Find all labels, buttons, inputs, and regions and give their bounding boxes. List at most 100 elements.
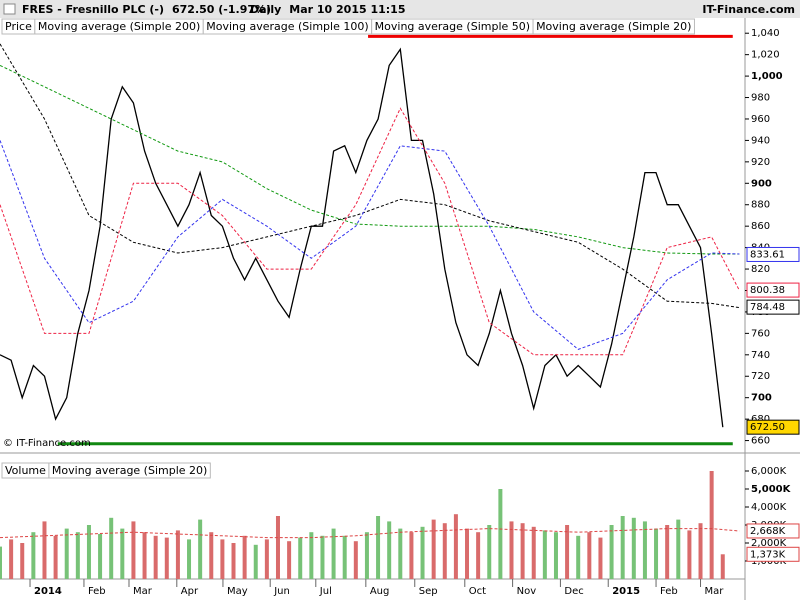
source: IT-Finance.com [702, 3, 795, 16]
volume-bar [453, 514, 458, 579]
x-tick-label: Nov [517, 586, 537, 597]
x-tick-label: Jun [273, 586, 290, 597]
volume-bar [631, 517, 636, 579]
moving-average-line [0, 43, 740, 309]
volume-bar [64, 528, 69, 579]
volume-bar [98, 534, 103, 579]
value-box [746, 546, 800, 562]
y-tick-label: 5,000K [751, 484, 792, 495]
legend-entry[interactable]: Moving average (Simple 50) [375, 20, 530, 33]
volume-bar [353, 541, 358, 579]
y-tick-label: 880 [751, 200, 770, 211]
x-tick-label: Oct [469, 586, 486, 597]
y-tick-label: 1,040 [751, 28, 780, 39]
legend-box[interactable] [48, 462, 211, 479]
volume-bar [53, 535, 58, 579]
volume-bar [0, 546, 2, 579]
value-box [746, 246, 800, 262]
y-tick-label: 2,000K [751, 538, 787, 549]
volume-bar [542, 530, 547, 579]
volume-bar [242, 535, 247, 579]
x-tick-label: Apr [181, 586, 199, 597]
legend-entry[interactable]: Moving average (Simple 20) [52, 464, 207, 477]
volume-bar [620, 516, 625, 579]
y-tick-label: 940 [751, 135, 770, 146]
legend-entry[interactable]: Moving average (Simple 100) [206, 20, 368, 33]
legend-entry[interactable]: Moving average (Simple 20) [536, 20, 691, 33]
volume-bar [531, 526, 536, 579]
volume-bar [609, 525, 614, 579]
volume-bar [331, 528, 336, 579]
volume-bar [287, 541, 292, 579]
moving-average-line [0, 528, 740, 539]
volume-bar [164, 537, 169, 579]
volume-bar [431, 519, 436, 579]
y-tick-label: 700 [751, 393, 772, 404]
volume-bar [298, 537, 303, 579]
x-tick-label: Dec [564, 586, 583, 597]
quote: 672.50 (-1.97%) [172, 3, 271, 16]
volume-bar [398, 528, 403, 579]
y-tick-label: 860 [751, 221, 770, 232]
legend-entry[interactable]: Moving average (Simple 200) [38, 20, 200, 33]
volume-bar [587, 532, 592, 579]
value-box [746, 299, 800, 315]
value-box [746, 282, 800, 298]
value-box [746, 523, 800, 539]
volume-bar [520, 523, 525, 579]
volume-bar [220, 539, 225, 579]
x-tick-label: Jul [319, 586, 332, 597]
legend-entry[interactable]: Volume [5, 464, 46, 477]
y-tick-label: 4,000K [751, 502, 787, 513]
symbol: FRES - Fresnillo PLC (-) [22, 3, 164, 16]
volume-bar [187, 539, 192, 579]
volume-bar [442, 523, 447, 579]
volume-bar [465, 528, 470, 579]
datetime: Mar 10 2015 11:15 [289, 3, 405, 16]
volume-bar [387, 521, 392, 579]
header-bar [0, 0, 800, 18]
volume-bar [153, 535, 158, 579]
y-tick-label: 960 [751, 114, 770, 125]
value-box-label: 833.61 [750, 249, 785, 260]
value-box-label: 2,668K [750, 526, 786, 537]
panel: 1,000K2,000K3,000K4,000K5,000K6,000K2014… [0, 462, 800, 597]
volume-bar [376, 516, 381, 579]
volume-bar [142, 532, 147, 579]
y-tick-label: 720 [751, 371, 770, 382]
x-tick-label: 2014 [34, 586, 62, 597]
value-box-label: 784.48 [750, 302, 785, 313]
x-tick-label: Feb [660, 586, 678, 597]
volume-bar [364, 532, 369, 579]
volume-bar [131, 521, 136, 579]
y-tick-label: 980 [751, 93, 770, 104]
volume-bar [654, 528, 659, 579]
y-tick-label: 1,020 [751, 50, 780, 61]
volume-bar [209, 532, 214, 579]
volume-bar [231, 543, 236, 579]
panel: 6606807007207407607808008208408608809009… [0, 18, 800, 449]
x-tick-label: 2015 [612, 586, 640, 597]
menu-icon[interactable] [3, 3, 16, 15]
value-box-label: 672.50 [750, 422, 785, 433]
volume-bar [698, 523, 703, 579]
volume-bar [598, 537, 603, 579]
moving-average-line [0, 140, 740, 350]
volume-bar [476, 532, 481, 579]
x-tick-label: Mar [133, 586, 153, 597]
volume-bar [109, 517, 114, 579]
y-tick-label: 6,000K [751, 466, 787, 477]
y-tick-label: 660 [751, 436, 770, 447]
volume-bar [275, 516, 280, 579]
x-tick-label: May [227, 586, 248, 597]
volume-bar [75, 532, 80, 579]
volume-bar [120, 528, 125, 579]
legend-entry[interactable]: Price [5, 20, 32, 33]
volume-bar [320, 535, 325, 579]
y-tick-label: 900 [751, 178, 772, 189]
legend-box[interactable] [532, 18, 695, 35]
volume-bar [264, 539, 269, 579]
value-box-label: 800.38 [750, 285, 785, 296]
volume-bar [9, 539, 14, 579]
x-tick-label: Aug [370, 586, 390, 597]
